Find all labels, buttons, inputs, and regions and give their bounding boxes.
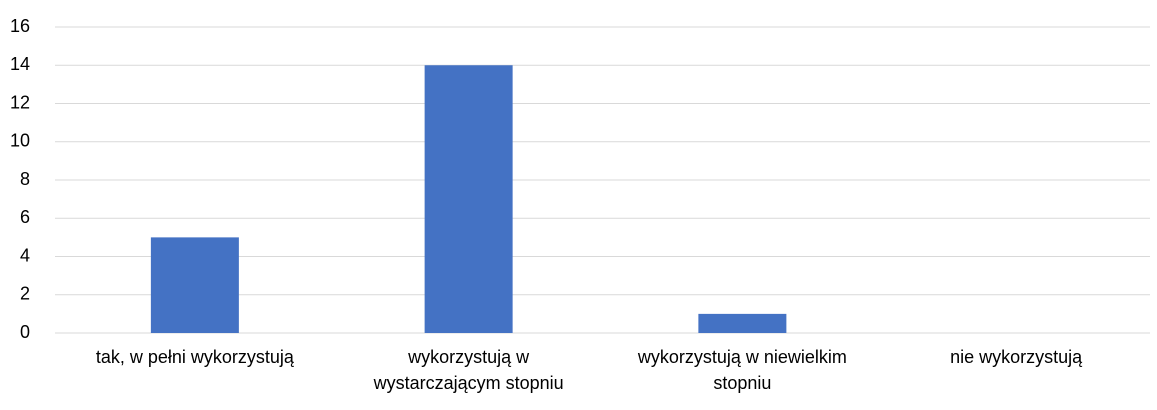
bar: [424, 65, 513, 333]
y-tick-label: 12: [10, 92, 30, 112]
y-tick-label: 2: [20, 284, 30, 304]
y-tick-label: 8: [20, 169, 30, 189]
bar: [150, 237, 239, 333]
y-tick-label: 6: [20, 207, 30, 227]
y-tick-label: 10: [10, 131, 30, 151]
x-tick-label: nie wykorzystują: [950, 347, 1083, 367]
y-tick-label: 16: [10, 16, 30, 36]
x-tick-label: tak, w pełni wykorzystują: [95, 347, 294, 367]
x-tick-label: wykorzystują w niewielkim stopniu: [637, 347, 847, 393]
y-tick-label: 0: [20, 322, 30, 342]
bar: [698, 313, 787, 333]
x-tick-label: wykorzystują w wystarczającym stopniu: [373, 347, 564, 393]
y-tick-label: 4: [20, 245, 30, 265]
y-tick-label: 14: [10, 54, 30, 74]
